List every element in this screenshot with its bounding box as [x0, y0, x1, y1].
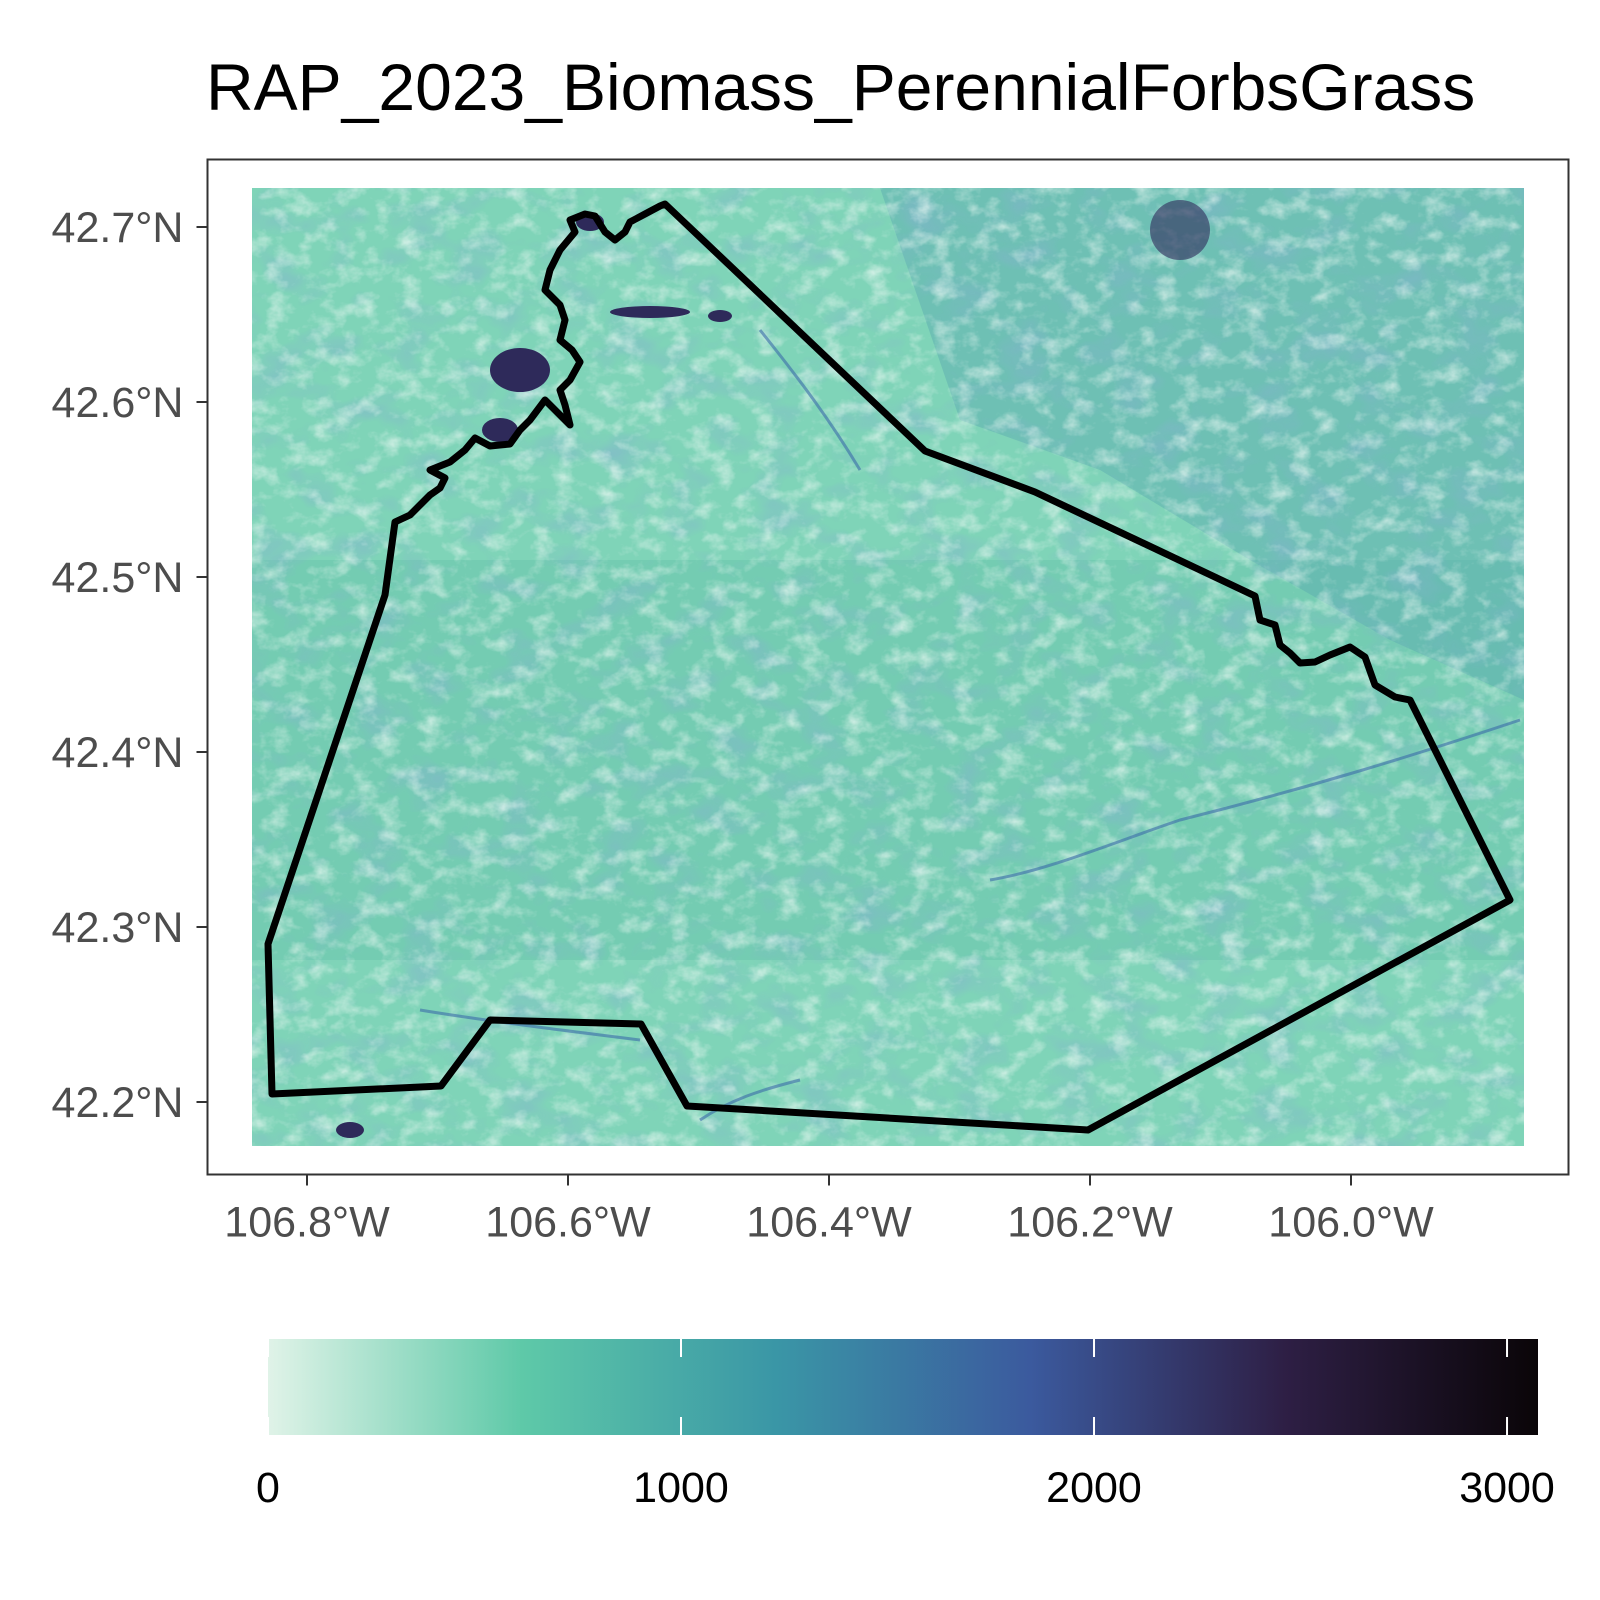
y-axis-tick-label: 42.3°N [52, 904, 184, 952]
colorbar-legend: 0 1000 2000 3000 [256, 1339, 1555, 1512]
colorbar-tick-label: 0 [256, 1464, 280, 1512]
y-axis-tick-label: 42.7°N [52, 204, 184, 252]
x-axis: 106.8°W 106.6°W 106.4°W 106.2°W 106.0°W [224, 1174, 1434, 1247]
raster-high-biomass-patches [336, 200, 1210, 1138]
x-axis-tick-label: 106.8°W [224, 1199, 390, 1247]
biomass-raster [252, 188, 1524, 1146]
x-axis-tick-label: 106.4°W [746, 1199, 912, 1247]
study-area-boundary [264, 200, 1514, 1134]
x-axis-tick-label: 106.0°W [1268, 1199, 1434, 1247]
y-axis: 42.2°N 42.3°N 42.4°N 42.5°N 42.6°N 42.7°N [52, 204, 208, 1127]
colorbar-tick-label: 1000 [633, 1464, 729, 1512]
colorbar-tick-label: 3000 [1459, 1464, 1555, 1512]
y-axis-tick-label: 42.2°N [52, 1079, 184, 1127]
raster-stream-channels [419, 329, 1521, 1122]
map-title: RAP_2023_Biomass_PerennialForbsGrass [206, 50, 1475, 124]
y-axis-tick-label: 42.4°N [52, 729, 184, 777]
y-axis-tick-label: 42.5°N [52, 554, 184, 602]
y-axis-tick-label: 42.6°N [52, 379, 184, 427]
x-axis-tick-label: 106.6°W [485, 1199, 651, 1247]
colorbar-tick-label: 2000 [1046, 1464, 1142, 1512]
colorbar [268, 1339, 1538, 1435]
colorbar-ticks: 0 1000 2000 3000 [256, 1339, 1555, 1512]
x-axis-tick-label: 106.2°W [1007, 1199, 1173, 1247]
